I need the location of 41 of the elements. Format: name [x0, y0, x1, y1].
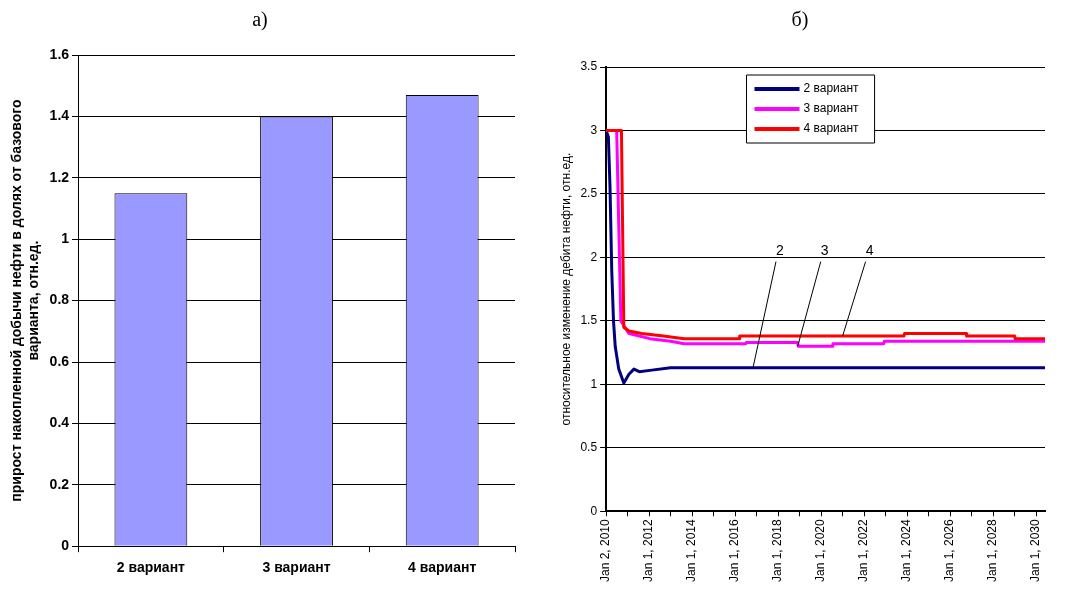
x-tick-label: Jan 1, 2024: [899, 518, 914, 582]
annotation: 4: [865, 242, 874, 259]
chart-title: б): [791, 8, 809, 32]
x-tick-label: Jan 1, 2022: [856, 518, 871, 582]
y-tick-label: 1.2: [49, 168, 70, 185]
x-tick-label: Jan 2, 2010: [598, 518, 613, 582]
x-tick-label: Jan 1, 2014: [684, 518, 699, 582]
y-tick-label: 0: [61, 537, 70, 554]
y-tick-label: 1: [61, 230, 70, 247]
x-tick-label: 2 вариант: [116, 559, 186, 576]
y-tick-label: 0: [590, 503, 598, 518]
x-tick-label: Jan 1, 2020: [813, 518, 828, 582]
x-tick-label: Jan 1, 2012: [641, 518, 656, 582]
x-tick-label: Jan 1, 2026: [942, 518, 957, 582]
y-tick-label: 3.5: [580, 59, 598, 74]
y-axis-title: прирост накопленной добычи нефти в долях от базового варианта, отн.ед.: [8, 99, 42, 502]
y-tick-label: 2: [590, 249, 598, 264]
legend-label: 3 вариант: [803, 101, 860, 116]
y-tick-label: 2.5: [580, 186, 598, 201]
x-tick-label: 4 вариант: [408, 559, 477, 576]
legend-label: 4 вариант: [803, 121, 860, 136]
x-tick-label: Jan 1, 2028: [985, 518, 1000, 582]
y-tick-label: 0.8: [49, 291, 70, 308]
x-tick-label: Jan 1, 2016: [727, 518, 742, 582]
y-tick-label: 1.4: [49, 107, 70, 124]
y-tick-label: 0.5: [580, 440, 598, 455]
x-tick-label: Jan 1, 2018: [770, 518, 785, 582]
y-tick-label: 0.4: [49, 414, 70, 431]
x-tick-label: Jan 1, 2030: [1028, 518, 1043, 582]
annotation: 3: [820, 242, 829, 259]
y-tick-label: 0.2: [49, 475, 70, 492]
legend-label: 2 вариант: [803, 81, 860, 96]
x-tick-label: 3 вариант: [262, 559, 331, 576]
y-tick-label: 3: [590, 122, 598, 137]
annotation: 2: [776, 242, 785, 259]
chart-title: а): [252, 8, 268, 32]
y-tick-label: 1.5: [580, 313, 598, 328]
y-tick-label: 1: [590, 376, 598, 391]
y-tick-label: 1.6: [49, 45, 70, 62]
y-tick-label: 0.6: [49, 352, 70, 369]
y-axis-title: относительное изменение дебита нефти, отн.ед.: [558, 152, 573, 426]
